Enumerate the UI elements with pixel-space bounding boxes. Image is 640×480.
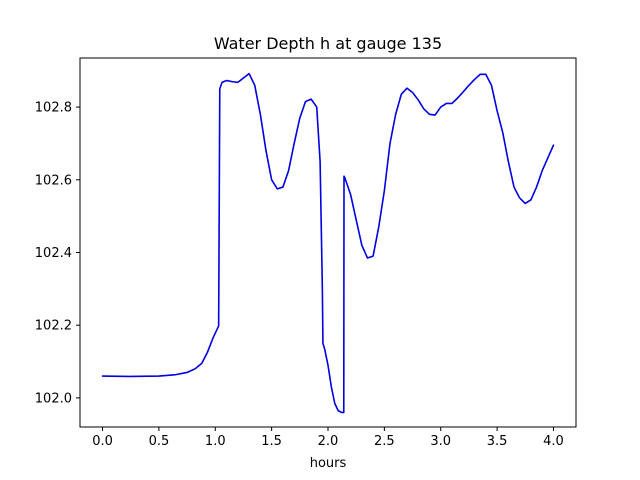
x-tick-label: 0.5 [149, 434, 170, 449]
x-tick-label: 1.5 [261, 434, 282, 449]
plot-area-frame [79, 57, 577, 428]
chart-title: Water Depth h at gauge 135 [214, 34, 442, 53]
axis-layer: 0.0 0.5 1.0 1.5 2.0 2.5 3.0 3.5 4.0 102.0 102.2 102… [35, 101, 564, 449]
plot-layer [101, 72, 555, 414]
x-tick-label: 2.5 [374, 434, 395, 449]
y-tick-label: 102.8 [35, 101, 72, 116]
x-tick-label: 0.0 [92, 434, 113, 449]
series-line [101, 72, 555, 414]
y-tick-label: 102.4 [35, 246, 72, 261]
x-tick-label: 2.0 [318, 434, 339, 449]
y-tick-label: 102.2 [35, 319, 72, 334]
x-tick-label: 3.0 [430, 434, 451, 449]
x-tick-label: 3.5 [487, 434, 508, 449]
x-tick-label: 4.0 [543, 434, 564, 449]
x-tick-label: 1.0 [205, 434, 226, 449]
y-tick-label: 102.6 [35, 173, 72, 188]
x-axis-label: hours [310, 456, 347, 471]
y-tick-label: 102.0 [35, 391, 72, 406]
